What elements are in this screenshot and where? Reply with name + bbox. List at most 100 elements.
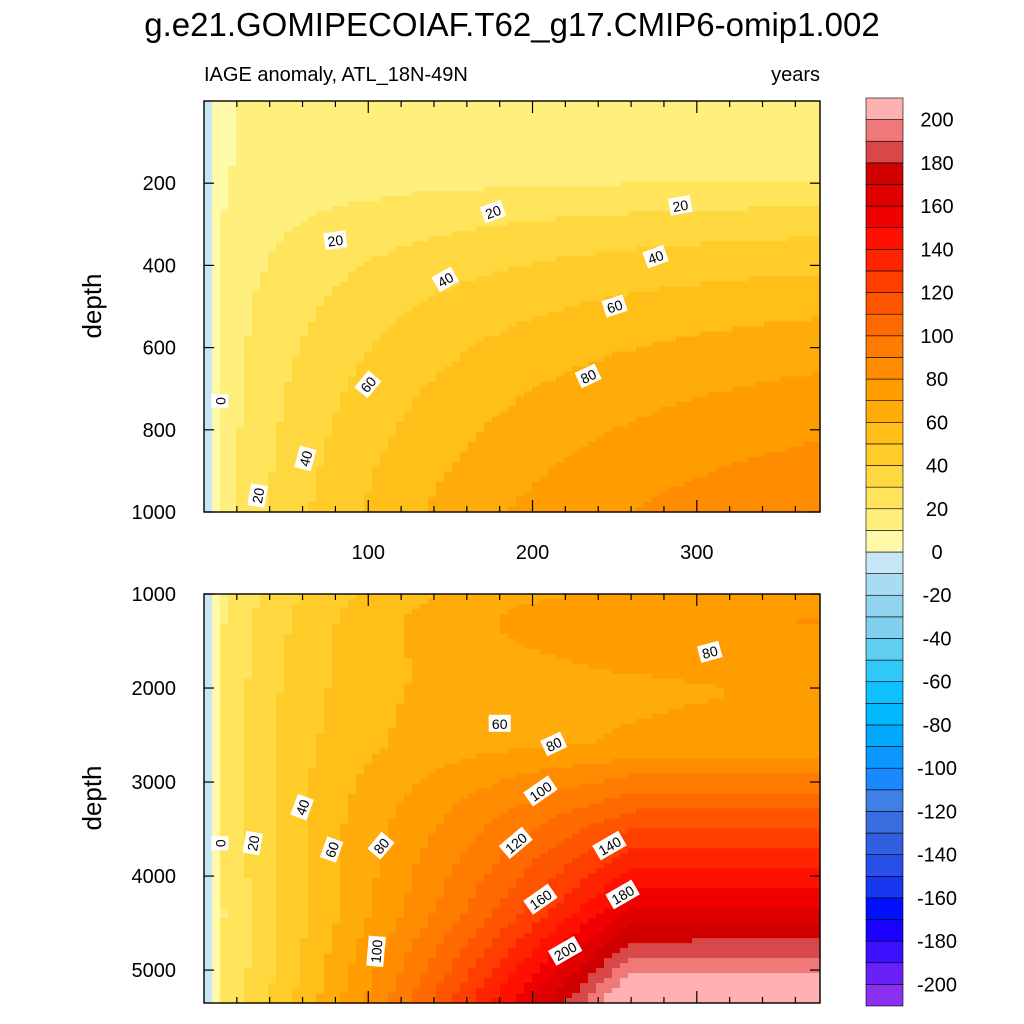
- field-cell: [740, 346, 749, 353]
- field-cell: [780, 321, 789, 328]
- field-cell: [220, 406, 229, 413]
- field-cell: [660, 151, 669, 157]
- field-cell: [228, 326, 237, 333]
- field-cell: [364, 351, 373, 358]
- field-cell: [780, 406, 789, 413]
- field-cell: [308, 251, 317, 257]
- field-cell: [244, 391, 253, 398]
- field-cell: [484, 341, 493, 348]
- field-cell: [492, 161, 501, 167]
- field-cell: [244, 101, 253, 107]
- field-cell: [396, 331, 405, 338]
- field-cell: [340, 246, 349, 252]
- field-cell: [732, 296, 741, 303]
- field-cell: [764, 381, 773, 388]
- field-cell: [436, 406, 445, 413]
- field-cell: [508, 111, 517, 117]
- field-cell: [692, 141, 701, 147]
- field-cell: [556, 151, 565, 157]
- field-cell: [716, 281, 725, 288]
- field-cell: [764, 391, 773, 398]
- field-cell: [732, 111, 741, 117]
- field-cell: [228, 301, 237, 308]
- field-cell: [628, 211, 637, 217]
- field-cell: [788, 216, 797, 222]
- field-cell: [332, 391, 341, 398]
- field-cell: [524, 421, 533, 428]
- field-cell: [452, 376, 461, 383]
- field-cell: [284, 336, 293, 343]
- field-cell: [588, 306, 597, 313]
- field-cell: [332, 381, 341, 388]
- field-cell: [812, 361, 821, 368]
- field-cell: [732, 326, 741, 333]
- field-cell: [492, 281, 501, 288]
- field-cell: [652, 336, 661, 343]
- field-cell: [308, 351, 317, 358]
- field-cell: [236, 346, 245, 353]
- field-cell: [700, 406, 709, 413]
- field-cell: [796, 266, 805, 273]
- field-cell: [388, 386, 397, 393]
- field-cell: [612, 146, 621, 152]
- field-cell: [796, 311, 805, 318]
- field-cell: [404, 171, 413, 177]
- field-cell: [204, 146, 213, 152]
- field-cell: [532, 116, 541, 122]
- field-cell: [484, 301, 493, 308]
- field-cell: [348, 171, 357, 177]
- field-cell: [460, 146, 469, 152]
- field-cell: [236, 301, 245, 308]
- field-cell: [268, 401, 277, 408]
- field-cell: [388, 216, 397, 222]
- field-cell: [444, 116, 453, 122]
- field-cell: [252, 321, 261, 328]
- field-cell: [516, 146, 525, 152]
- field-cell: [708, 261, 717, 267]
- field-cell: [388, 221, 397, 227]
- field-cell: [612, 286, 621, 293]
- field-cell: [228, 241, 237, 247]
- field-cell: [388, 336, 397, 343]
- field-cell: [660, 411, 669, 418]
- field-cell: [348, 206, 357, 212]
- field-cell: [364, 406, 373, 413]
- field-cell: [748, 371, 757, 378]
- field-cell: [244, 271, 253, 278]
- field-cell: [700, 101, 709, 107]
- field-cell: [228, 291, 237, 298]
- field-cell: [620, 141, 629, 147]
- field-cell: [524, 326, 533, 333]
- field-cell: [428, 186, 437, 192]
- field-cell: [508, 226, 517, 232]
- field-cell: [724, 351, 733, 358]
- field-cell: [612, 361, 621, 368]
- field-cell: [684, 246, 693, 252]
- field-cell: [644, 321, 653, 328]
- field-cell: [236, 286, 245, 293]
- field-cell: [556, 401, 565, 408]
- field-cell: [508, 321, 517, 328]
- field-cell: [292, 326, 301, 333]
- field-cell: [260, 321, 269, 328]
- field-cell: [732, 366, 741, 373]
- field-cell: [276, 386, 285, 393]
- field-cell: [604, 421, 613, 428]
- field-cell: [788, 341, 797, 348]
- field-cell: [764, 401, 773, 408]
- field-cell: [516, 416, 525, 423]
- field-cell: [452, 306, 461, 313]
- field-cell: [396, 131, 405, 137]
- field-cell: [364, 331, 373, 338]
- field-cell: [556, 226, 565, 232]
- field-cell: [588, 386, 597, 393]
- field-cell: [540, 206, 549, 212]
- field-cell: [740, 371, 749, 378]
- field-cell: [556, 396, 565, 403]
- field-cell: [772, 331, 781, 338]
- field-cell: [484, 366, 493, 373]
- field-cell: [404, 286, 413, 293]
- field-cell: [516, 171, 525, 177]
- field-cell: [276, 391, 285, 398]
- field-cell: [364, 141, 373, 147]
